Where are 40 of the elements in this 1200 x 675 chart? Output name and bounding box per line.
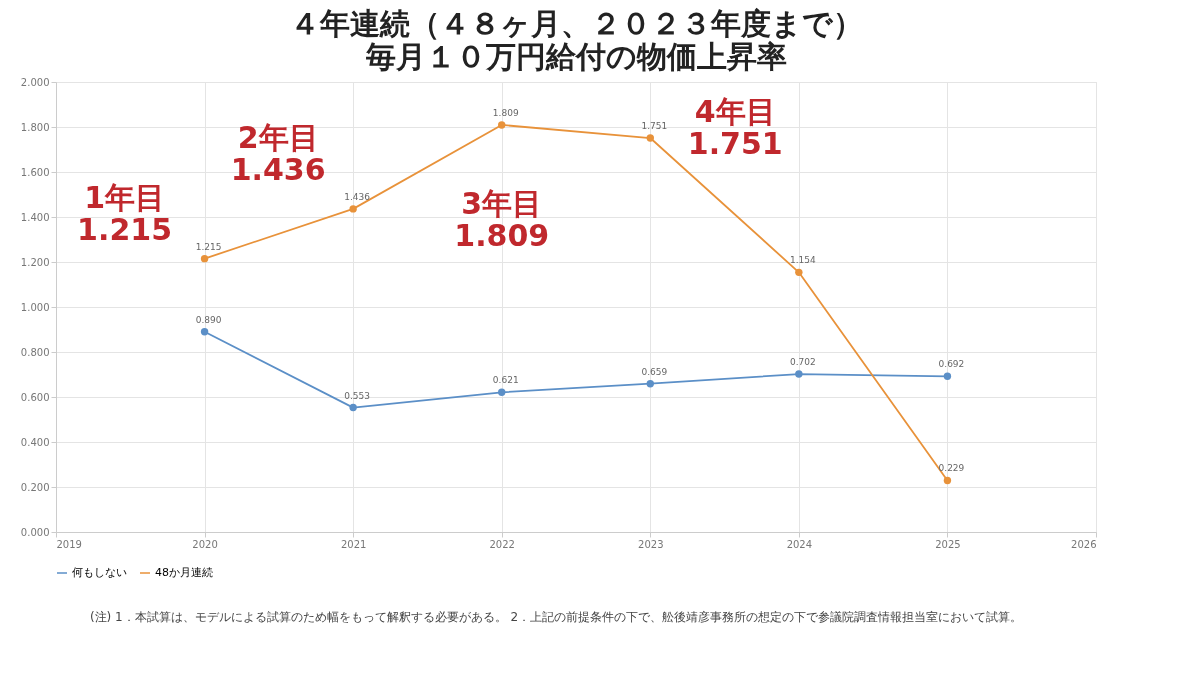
y-tick-label: 1.400 [20, 211, 50, 223]
x-tick-label: 2024 [786, 538, 813, 550]
data-label: 1.215 [195, 241, 222, 252]
legend-label: 何もしない [72, 566, 127, 579]
data-label: 0.890 [195, 314, 222, 325]
data-label: 0.692 [938, 359, 965, 370]
x-tick-label: 2021 [340, 538, 367, 550]
x-tick-label: 2025 [935, 538, 961, 550]
data-label: 0.702 [789, 357, 816, 368]
x-tick-label: 2023 [638, 538, 664, 550]
y-tick-label: 2.000 [20, 76, 50, 88]
y-tick-label: 1.200 [20, 256, 50, 268]
data-label: 0.621 [492, 375, 519, 386]
data-label: 0.659 [641, 366, 668, 377]
data-label: 1.809 [492, 107, 519, 118]
x-tick-label: 2019 [56, 538, 82, 550]
x-tick-label: 2022 [489, 538, 515, 550]
chart-subtitle: 毎月１０万円給付の物価上昇率 [364, 39, 787, 74]
y-tick-label: 1.600 [20, 166, 50, 178]
data-label: 0.553 [344, 390, 371, 401]
annotation: 2年目 1.436 [230, 119, 326, 187]
data-label: 1.436 [344, 191, 371, 202]
legend-label: 48か月連続 [155, 566, 213, 579]
annotation: 3年目 1.809 [454, 185, 550, 253]
data-label: 0.229 [938, 463, 965, 474]
x-tick-label: 2020 [192, 538, 218, 550]
data-label: 1.154 [789, 255, 817, 266]
x-tick-label: 2026 [1071, 538, 1097, 550]
annotation: 1年目 1.215 [77, 179, 173, 247]
chart-title: ４年連続（４８ヶ月、２０２３年度まで） [289, 6, 863, 41]
y-tick-label: 0.600 [20, 391, 50, 403]
text: (注) 1．本試算は、モデルによる試算のため幅をもって解釈する必要がある。 2．上記の前提条件の下で、舩後靖彦事務所の想定の下で参議院調査情報担当室において試算。 [89, 610, 1023, 624]
y-tick-label: 1.000 [20, 301, 50, 313]
y-tick-label: 0.800 [20, 346, 50, 358]
y-tick-label: 0.200 [20, 481, 50, 493]
y-tick-label: 0.000 [20, 526, 50, 538]
data-label: 1.751 [641, 121, 668, 132]
y-tick-label: 1.800 [20, 121, 50, 133]
y-tick-label: 0.400 [20, 436, 50, 448]
annotation: 4年目 1.751 [687, 94, 783, 162]
